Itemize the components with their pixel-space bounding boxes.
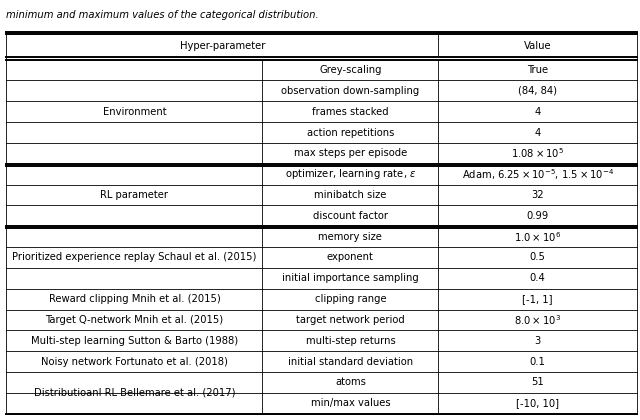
Text: RL parameter: RL parameter [100,190,168,200]
Text: multi-step returns: multi-step returns [305,336,396,346]
Text: Adam, $6.25 \times 10^{-5}$, $1.5 \times 10^{-4}$: Adam, $6.25 \times 10^{-5}$, $1.5 \times… [461,167,614,181]
Text: action repetitions: action repetitions [307,128,394,137]
Text: 51: 51 [531,378,544,388]
Text: 3: 3 [534,336,541,346]
Text: Grey-scaling: Grey-scaling [319,65,381,75]
Text: 0.5: 0.5 [530,252,545,262]
Text: Distributioanl RL Bellemare et al. (2017): Distributioanl RL Bellemare et al. (2017… [34,388,235,398]
Text: [-10, 10]: [-10, 10] [516,398,559,408]
Text: $1.0 \times 10^6$: $1.0 \times 10^6$ [514,230,561,244]
Text: minibatch size: minibatch size [314,190,387,200]
Text: Prioritized experience replay Schaul et al. (2015): Prioritized experience replay Schaul et … [12,252,257,262]
Text: Target Q-network Mnih et al. (2015): Target Q-network Mnih et al. (2015) [45,315,223,325]
Text: $1.08 \times 10^5$: $1.08 \times 10^5$ [511,147,564,160]
Text: exponent: exponent [327,252,374,262]
Text: optimizer, learning rate, $\epsilon$: optimizer, learning rate, $\epsilon$ [285,167,416,181]
Text: frames stacked: frames stacked [312,107,388,117]
Text: memory size: memory size [319,232,382,242]
Text: clipping range: clipping range [315,294,386,304]
Text: Hyper-parameter: Hyper-parameter [180,41,265,50]
Text: max steps per episode: max steps per episode [294,148,407,158]
Text: 4: 4 [534,128,541,137]
Text: min/max values: min/max values [310,398,390,408]
Text: target network period: target network period [296,315,404,325]
Text: observation down-sampling: observation down-sampling [281,86,420,96]
Text: discount factor: discount factor [313,211,388,221]
Text: [-1, 1]: [-1, 1] [522,294,553,304]
Text: True: True [527,65,548,75]
Text: Environment: Environment [102,107,166,117]
Text: minimum and maximum values of the categorical distribution.: minimum and maximum values of the catego… [6,10,319,21]
Text: Multi-step learning Sutton & Barto (1988): Multi-step learning Sutton & Barto (1988… [31,336,238,346]
Text: 0.99: 0.99 [527,211,548,221]
Text: initial standard deviation: initial standard deviation [288,357,413,367]
Text: 4: 4 [534,107,541,117]
Text: 0.4: 0.4 [530,273,545,284]
Text: 32: 32 [531,190,544,200]
Text: Value: Value [524,41,552,50]
Text: $8.0 \times 10^3$: $8.0 \times 10^3$ [514,313,561,327]
Text: 0.1: 0.1 [530,357,545,367]
Text: (84, 84): (84, 84) [518,86,557,96]
Text: Noisy network Fortunato et al. (2018): Noisy network Fortunato et al. (2018) [41,357,228,367]
Text: initial importance sampling: initial importance sampling [282,273,419,284]
Text: atoms: atoms [335,378,366,388]
Text: Reward clipping Mnih et al. (2015): Reward clipping Mnih et al. (2015) [49,294,220,304]
